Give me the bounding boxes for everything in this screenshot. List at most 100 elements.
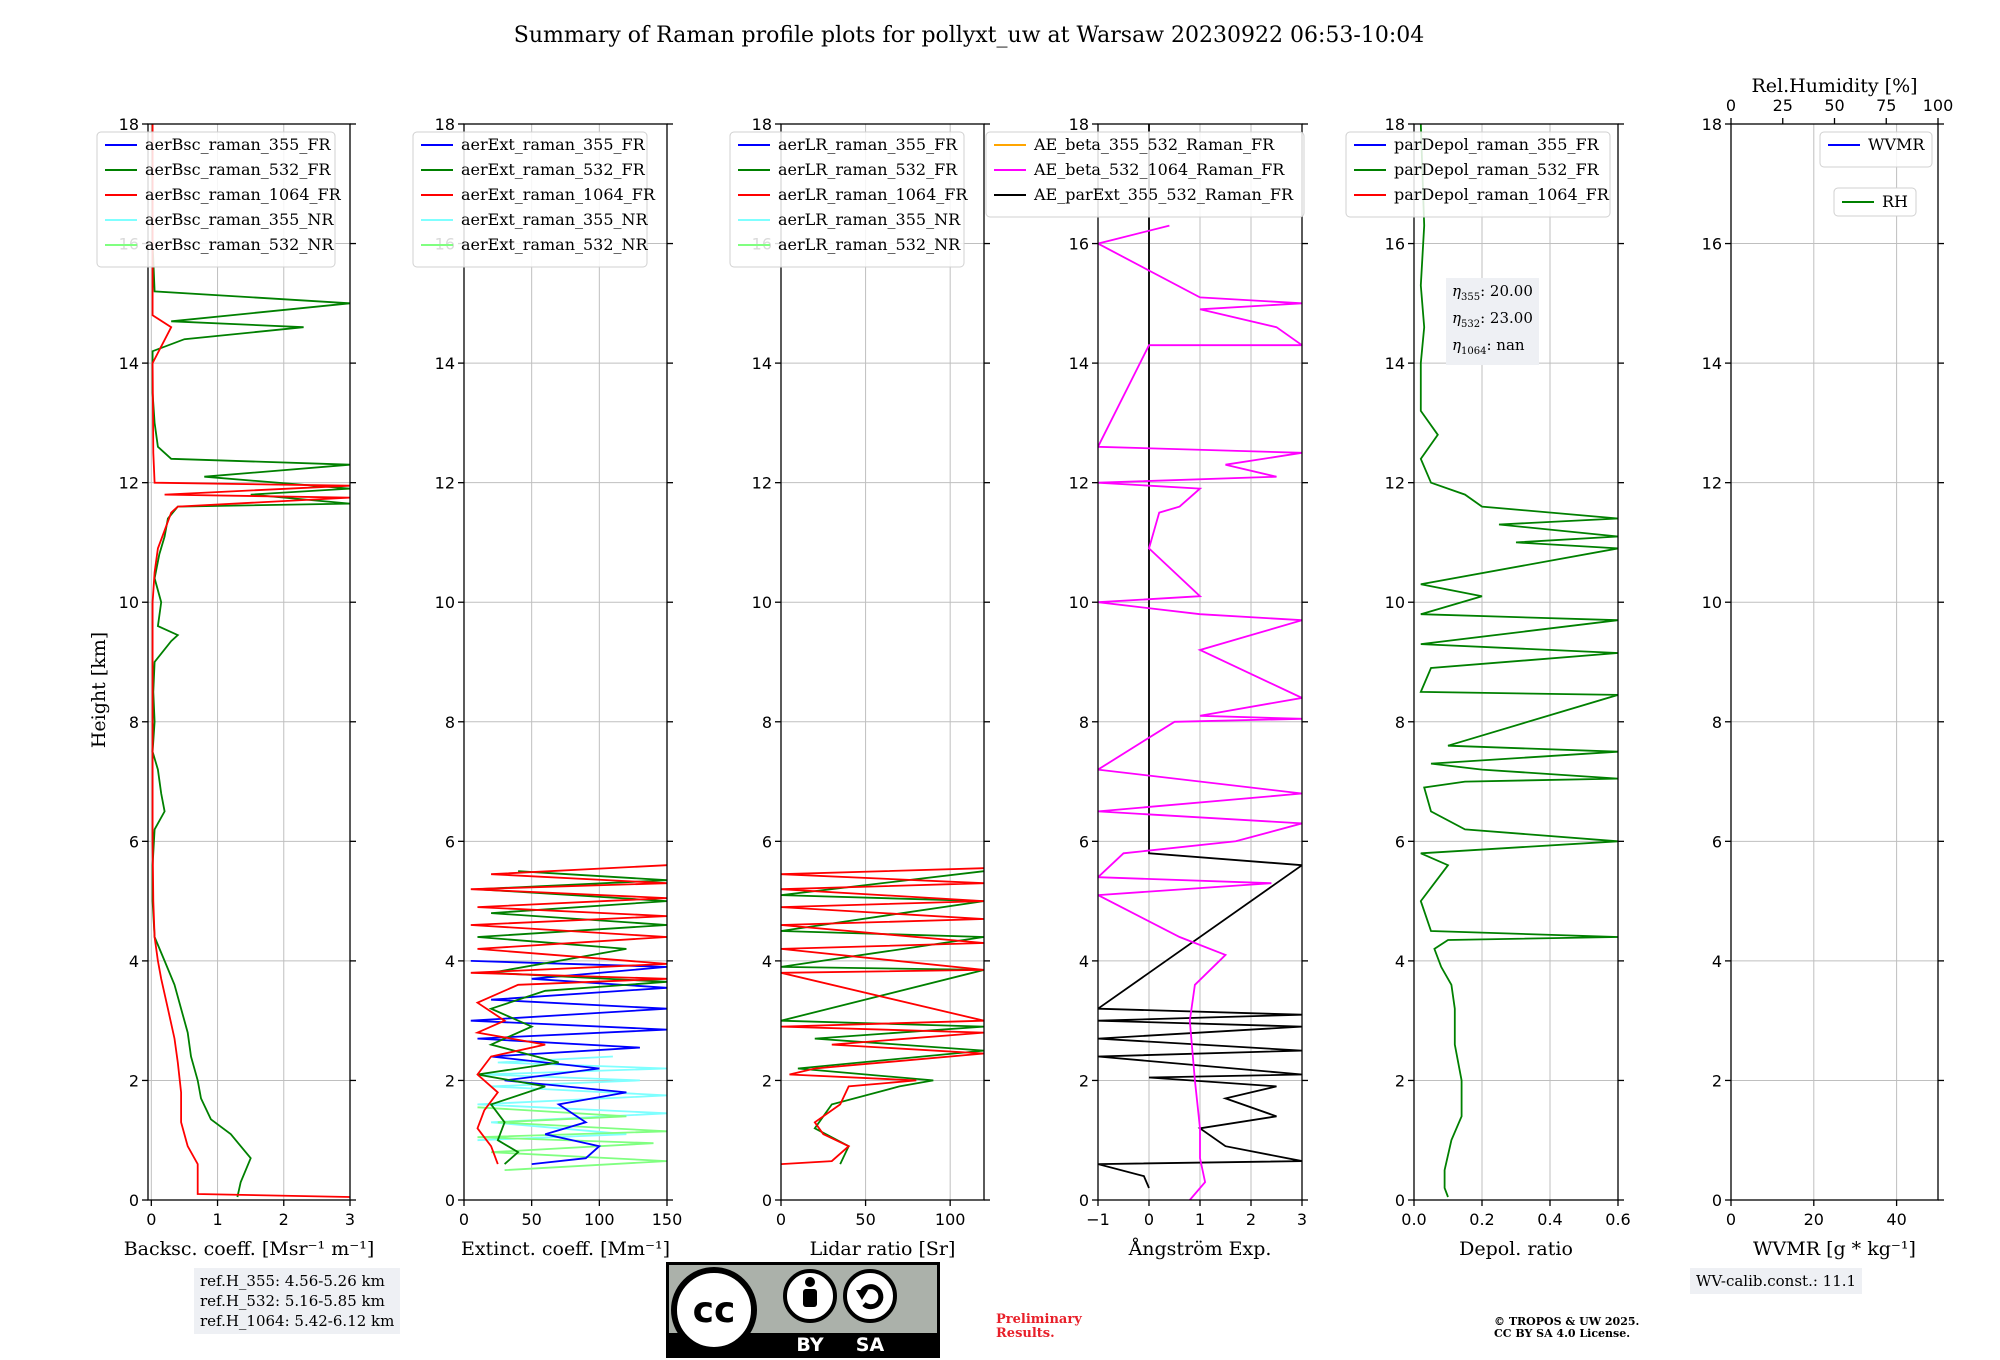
refh-532-text: ref.H_532: 5.16-5.85 km <box>200 1292 385 1310</box>
bsc-ytick-label: 18 <box>119 115 139 134</box>
bsc-xtick-label: 2 <box>279 1210 289 1229</box>
bsc-legend: aerBsc_raman_355_FR aerBsc_raman_532_FRae… <box>96 131 342 268</box>
eta-532-value: 23.00 <box>1489 309 1533 327</box>
cc-logo-icon: cc <box>671 1267 757 1353</box>
figure-title: Summary of Raman profile plots for polly… <box>514 23 1424 48</box>
wv-xtick-label: 0 <box>1726 1210 1736 1229</box>
bsc-legend-box <box>96 131 336 268</box>
ext-legend-entry: aerExt_raman_1064_FR <box>461 185 656 204</box>
ext-legend: aerExt_raman_355_FR aerExt_raman_532_FRae… <box>412 131 656 268</box>
bsc-xlabel: Backsc. coeff. [Msr⁻¹ m⁻¹] <box>124 1238 375 1260</box>
depol-xtick-label: 0.0 <box>1401 1210 1426 1229</box>
ae-legend: AE_beta_355_532_Raman_FR AE_beta_532_1064… <box>985 131 1305 218</box>
eta-box: η355: 20.00 η532: 23.00 η1064: nan <box>1446 278 1539 365</box>
bsc-series-aerBsc_raman_1064_FR <box>151 124 350 1198</box>
wv-xlabel: WVMR [g * kg⁻¹] <box>1753 1238 1916 1260</box>
ae-ytick-label: 4 <box>1079 952 1089 971</box>
lr-legend-entry: aerLR_raman_355_NR <box>778 210 961 229</box>
ae-series-AE_beta_532_1064_Raman_FR <box>1098 224 1302 1200</box>
by-label: BY <box>796 1334 823 1356</box>
bsc-panel: 0246810121416180123Backsc. coeff. [Msr⁻¹… <box>96 115 375 1260</box>
depol-legend-entry: parDepol_raman_1064_FR <box>1394 185 1610 204</box>
ext-legend-entry: aerExt_raman_355_NR <box>461 210 649 229</box>
bsc-ytick-label: 14 <box>119 354 139 373</box>
depol-series-parDepol_raman_532_FR <box>1419 124 1618 1198</box>
ae-xtick-label: 3 <box>1297 1210 1307 1229</box>
wv-top-tick-label: 25 <box>1773 96 1793 115</box>
lr-series-aerLR_raman_532_FR <box>781 870 984 1165</box>
depol-panel: 0 2 4 6 8 10 12 14 16 18 0.0 0.2 0.4 0.6 Depol. ratio p… <box>1345 115 1631 1260</box>
ae-ytick-label: 14 <box>1069 354 1089 373</box>
ext-series-aerExt_raman_532_NR <box>477 1106 667 1171</box>
lr-legend-box <box>729 131 965 268</box>
depol-ytick-label: 2 <box>1395 1071 1405 1090</box>
wv-calib-box: WV-calib.const.: 11.1 <box>1690 1268 1863 1294</box>
depol-ytick-label: 18 <box>1385 115 1405 134</box>
lr-legend: aerLR_raman_355_FR aerLR_raman_532_FR aerL… <box>729 131 968 268</box>
ae-ytick-label: 0 <box>1079 1191 1089 1210</box>
bsc-series-aerBsc_raman_532_FR <box>151 124 350 1198</box>
ext-xtick-label: 0 <box>459 1210 469 1229</box>
eta-1064-line: η1064: nan <box>1452 336 1525 357</box>
depol-ytick-label: 8 <box>1395 713 1405 732</box>
ext-ytick-label: 12 <box>435 474 455 493</box>
preliminary-note: Preliminary Results. <box>996 1313 1082 1341</box>
bsc-ytick-label: 8 <box>129 713 139 732</box>
depol-xtick-label: 0.6 <box>1605 1210 1630 1229</box>
ae-ytick-label: 16 <box>1069 235 1089 254</box>
refh-1064-text: ref.H_1064: 5.42-6.12 km <box>200 1312 395 1330</box>
copyright-line-2: CC BY SA 4.0 License. <box>1494 1327 1631 1340</box>
bsc-ytick-label: 0 <box>129 1191 139 1210</box>
bsc-ytick-label: 10 <box>119 593 139 612</box>
wv-ytick-label: 8 <box>1712 713 1722 732</box>
ae-ytick-label: 6 <box>1079 832 1089 851</box>
svg-text:cc: cc <box>693 1290 736 1331</box>
bsc-ytick-label: 4 <box>129 952 139 971</box>
depol-ytick-label: 6 <box>1395 832 1405 851</box>
wv-top-xlabel: Rel.Humidity [%] <box>1751 75 1917 97</box>
wv-ytick-label: 4 <box>1712 952 1722 971</box>
depol-ytick-label: 16 <box>1385 235 1405 254</box>
ae-legend-entry: AE_parExt_355_532_Raman_FR <box>1033 185 1294 204</box>
eta-355-line: η355: 20.00 <box>1452 282 1533 303</box>
bsc-xtick-label: 3 <box>345 1210 355 1229</box>
ae-legend-box <box>985 131 1305 218</box>
reference-height-box: ref.H_355: 4.56-5.26 km ref.H_532: 5.16-… <box>194 1268 401 1334</box>
bsc-frame <box>147 123 351 1201</box>
ae-xlabel: Ångström Exp. <box>1128 1238 1272 1260</box>
depol-legend-entry: parDepol_raman_355_FR <box>1394 135 1600 154</box>
ext-legend-box <box>412 131 648 268</box>
depol-ytick-label: 12 <box>1385 474 1405 493</box>
ext-ytick-label: 0 <box>445 1191 455 1210</box>
ext-legend-entry: aerExt_raman_532_NR <box>461 235 649 254</box>
bsc-legend-entry: aerBsc_raman_355_FR <box>145 135 331 154</box>
wv-legend2-box <box>1833 187 1917 217</box>
lr-ytick-label: 8 <box>762 713 772 732</box>
lr-ytick-label: 14 <box>752 354 772 373</box>
depol-ytick-label: 14 <box>1385 354 1405 373</box>
depol-legend-box <box>1345 131 1611 218</box>
ext-ytick-label: 6 <box>445 832 455 851</box>
depol-ytick-label: 10 <box>1385 593 1405 612</box>
wv-top-tick-label: 0 <box>1726 96 1736 115</box>
preliminary-line-1: Preliminary <box>996 1312 1082 1327</box>
bsc-ytick-label: 2 <box>129 1071 139 1090</box>
ext-xtick-label: 100 <box>584 1210 615 1229</box>
bsc-legend-entry: aerBsc_raman_355_NR <box>145 210 334 229</box>
eta-355-value: 20.00 <box>1489 282 1533 300</box>
wv-xtick-label: 20 <box>1804 1210 1824 1229</box>
ae-xtick-label: 0 <box>1144 1210 1154 1229</box>
ae-xtick-label: 1 <box>1195 1210 1205 1229</box>
ext-panel: 024681012141618050100150Extinct. coeff. … <box>412 115 683 1260</box>
wv-xtick-label: 40 <box>1886 1210 1906 1229</box>
lr-ytick-label: 10 <box>752 593 772 612</box>
eta-532-line: η532: 23.00 <box>1452 309 1533 330</box>
ae-ytick-label: 8 <box>1079 713 1089 732</box>
ext-series-aerExt_raman_532_FR <box>477 870 667 1165</box>
eta-1064-value: nan <box>1496 336 1525 354</box>
lr-ytick-label: 6 <box>762 832 772 851</box>
wv-legend: WVMR RH <box>1819 131 1933 217</box>
ext-xtick-label: 150 <box>652 1210 683 1229</box>
depol-xtick-label: 0.2 <box>1469 1210 1494 1229</box>
